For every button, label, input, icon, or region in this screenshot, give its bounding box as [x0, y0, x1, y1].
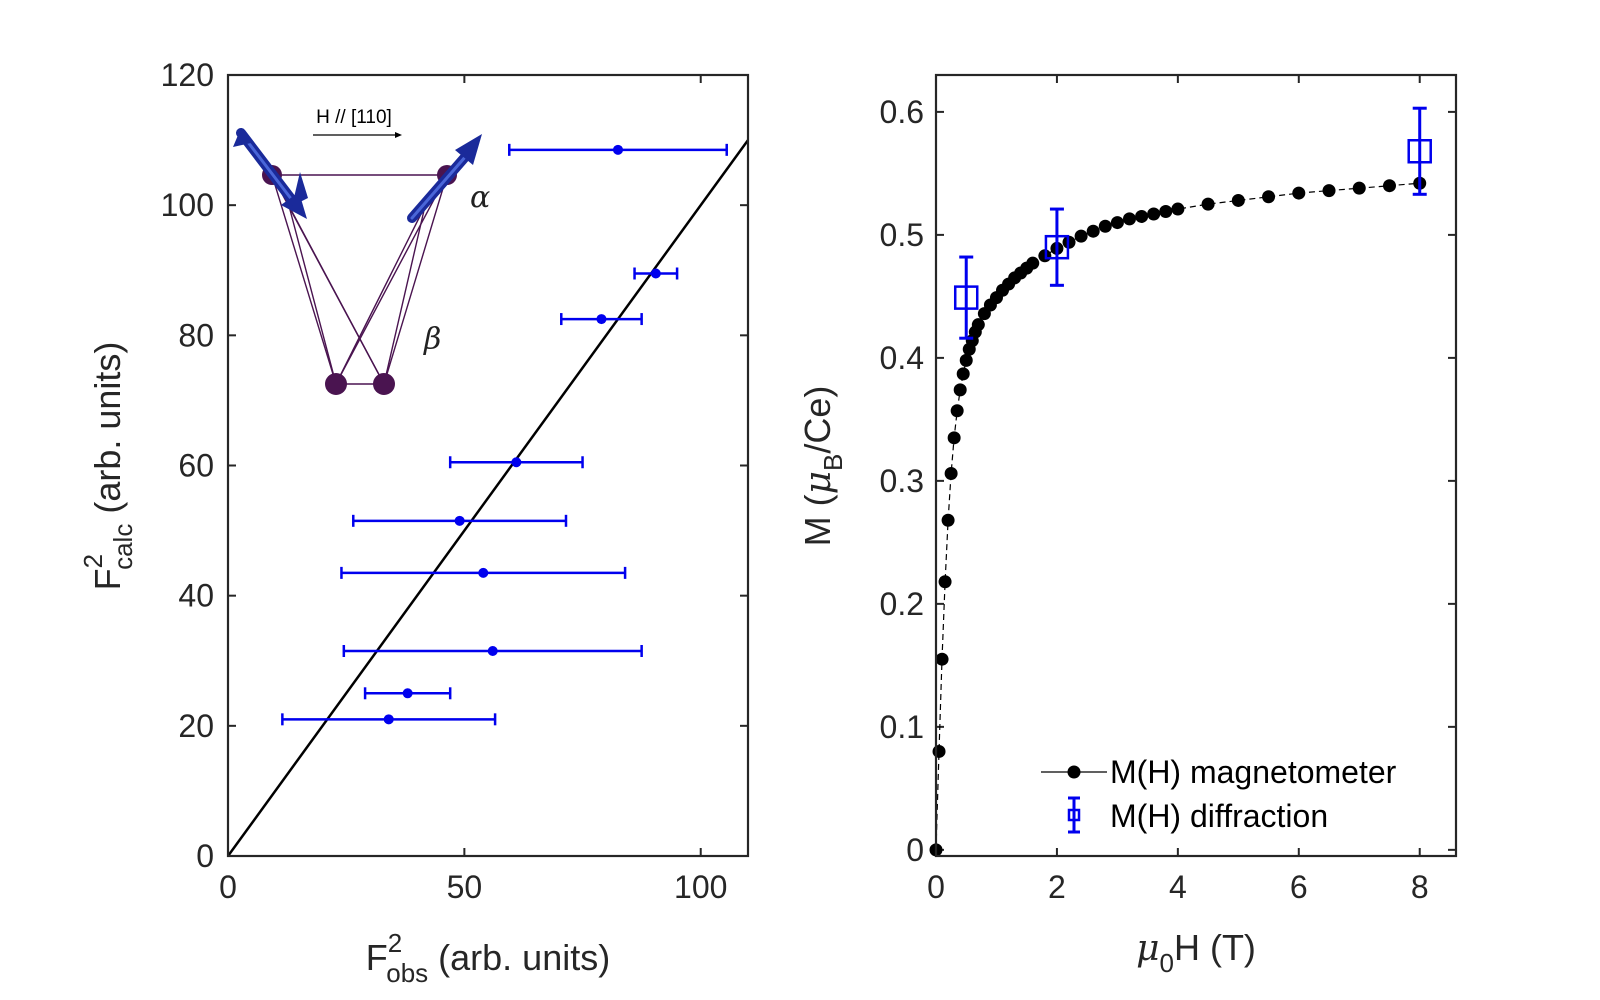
left-plot-area	[228, 75, 748, 856]
right-y-tick-label-0: 0	[906, 832, 924, 868]
magnetometer-point-37	[1231, 193, 1245, 207]
right-y-tick-label-5: 0.5	[880, 217, 924, 253]
left-points	[281, 143, 728, 726]
left-y-axis-label: F2calc (arb. units)	[78, 342, 138, 591]
legend-magnetometer-label: M(H) magnetometer	[1110, 754, 1397, 790]
inset-moment-arrow-mid-icon	[292, 172, 308, 206]
magnetometer-point-34	[1159, 205, 1173, 219]
left-y-tick-label-4: 80	[178, 317, 214, 353]
left-tick-labels: 0 50 100 0 20 40 60 80 100 120	[161, 57, 728, 905]
right-axes-frame	[934, 73, 1458, 858]
right-y-tick-label-3: 0.3	[880, 463, 924, 499]
magnetometer-point-23	[1026, 256, 1040, 270]
left-diagonal-line	[226, 139, 750, 857]
left-data-point-1	[363, 687, 452, 700]
diffraction-point-1	[1044, 207, 1070, 287]
inset-moment-arrow-left-top-icon	[233, 128, 251, 147]
magnetometer-point-40	[1322, 184, 1336, 198]
magnetometer-point-10	[959, 353, 973, 367]
left-x-axis-label: F2 obs (arb. units)	[366, 928, 610, 988]
magnetometer-point-7	[950, 404, 964, 418]
magnetometer-point-9	[956, 367, 970, 381]
right-y-tick-label-6: 0.6	[880, 94, 924, 130]
left-y-tick-label-0: 0	[196, 838, 214, 874]
left-data-point-5	[448, 456, 584, 469]
legend: M(H) magnetometer M(H) diffraction	[1041, 754, 1397, 834]
left-data-point-0	[281, 713, 497, 726]
right-x-axis-label: μ0H (T)	[1136, 927, 1256, 978]
left-data-point-6	[560, 313, 643, 326]
magnetometer-point-39	[1292, 186, 1306, 200]
left-panel: 0 50 100 0 20 40 60 80 100 120 H // [110]	[78, 57, 750, 988]
diffraction-point-0	[953, 255, 979, 340]
magnetometer-point-2	[935, 652, 949, 666]
left-data-point-3	[340, 566, 627, 579]
legend-diffraction-label: M(H) diffraction	[1110, 798, 1328, 834]
magnetometer-point-27	[1074, 229, 1088, 243]
right-x-tick-label-3: 6	[1290, 869, 1308, 905]
left-y-tick-label-3: 60	[178, 448, 214, 484]
right-y-tick-label-1: 0.1	[880, 709, 924, 745]
right-panel: 0 2 4 6 8 0 0.1 0.2 0.3 0.4 0.5 0.6 M(H) magnetomet…	[797, 73, 1458, 978]
left-y-tick-label-5: 100	[161, 187, 214, 223]
magnetometer-point-6	[947, 431, 961, 445]
left-data-point-7	[633, 267, 679, 280]
right-tick-labels: 0 2 4 6 8 0 0.1 0.2 0.3 0.4 0.5 0.6	[880, 94, 1429, 905]
magnetometer-point-33	[1147, 207, 1161, 221]
inset-alpha-label: α	[470, 180, 490, 215]
left-data-point-4	[352, 514, 568, 527]
left-y-tick-label-1: 20	[178, 708, 214, 744]
left-axes-frame	[226, 73, 750, 858]
diffraction-point-2	[1407, 106, 1432, 196]
right-y-tick-label-4: 0.4	[880, 340, 924, 376]
magnetometer-point-3	[938, 575, 952, 589]
right-x-tick-label-2: 4	[1169, 869, 1187, 905]
left-data-point-2	[342, 644, 643, 657]
magnetometer-point-8	[953, 383, 967, 397]
spin-structure-inset: H // [110]	[233, 107, 490, 395]
right-plot-area	[936, 75, 1456, 856]
magnetometer-point-35	[1171, 202, 1185, 216]
inset-atom-beta-2	[373, 373, 395, 395]
magnetometer-point-28	[1086, 224, 1100, 238]
left-y-tick-label-6: 120	[161, 57, 214, 93]
magnetometer-point-14	[971, 318, 985, 332]
magnetometer-point-4	[941, 513, 955, 527]
magnetometer-point-31	[1122, 212, 1136, 226]
left-x-tick-label-0: 0	[219, 869, 237, 905]
right-y-tick-label-2: 0.2	[880, 586, 924, 622]
legend-magnetometer-marker	[1041, 765, 1107, 779]
right-x-tick-label-1: 2	[1048, 869, 1066, 905]
left-y-tick-label-2: 40	[178, 578, 214, 614]
legend-diffraction-marker	[1067, 796, 1081, 834]
right-magnetometer-series	[929, 176, 1427, 857]
inset-field-arrowhead	[395, 132, 402, 138]
left-data-point-8	[508, 143, 728, 156]
inset-field-label: H // [110]	[316, 107, 392, 128]
right-x-tick-label-4: 8	[1411, 869, 1429, 905]
magnetometer-point-38	[1262, 190, 1276, 204]
left-diagonal-line-group	[226, 139, 750, 857]
left-x-tick-label-2: 100	[674, 869, 727, 905]
inset-bonds	[271, 174, 448, 385]
left-x-tick-label-1: 50	[447, 869, 483, 905]
inset-beta-label: β	[423, 322, 441, 357]
magnetometer-point-32	[1135, 209, 1149, 223]
inset-moment-arrow-right-icon	[407, 134, 482, 223]
inset-atom-beta-1	[325, 373, 347, 395]
magnetometer-point-36	[1201, 197, 1215, 211]
right-x-tick-label-0: 0	[927, 869, 945, 905]
magnetometer-point-29	[1098, 219, 1112, 233]
right-diffraction-series	[953, 106, 1432, 340]
magnetometer-point-42	[1382, 179, 1396, 193]
magnetometer-point-41	[1352, 181, 1366, 195]
magnetometer-point-30	[1110, 216, 1124, 230]
magnetometer-point-5	[944, 466, 958, 480]
right-y-axis-label: M (μB/Ce)	[797, 386, 848, 547]
magnetometer-point-1	[932, 744, 946, 758]
